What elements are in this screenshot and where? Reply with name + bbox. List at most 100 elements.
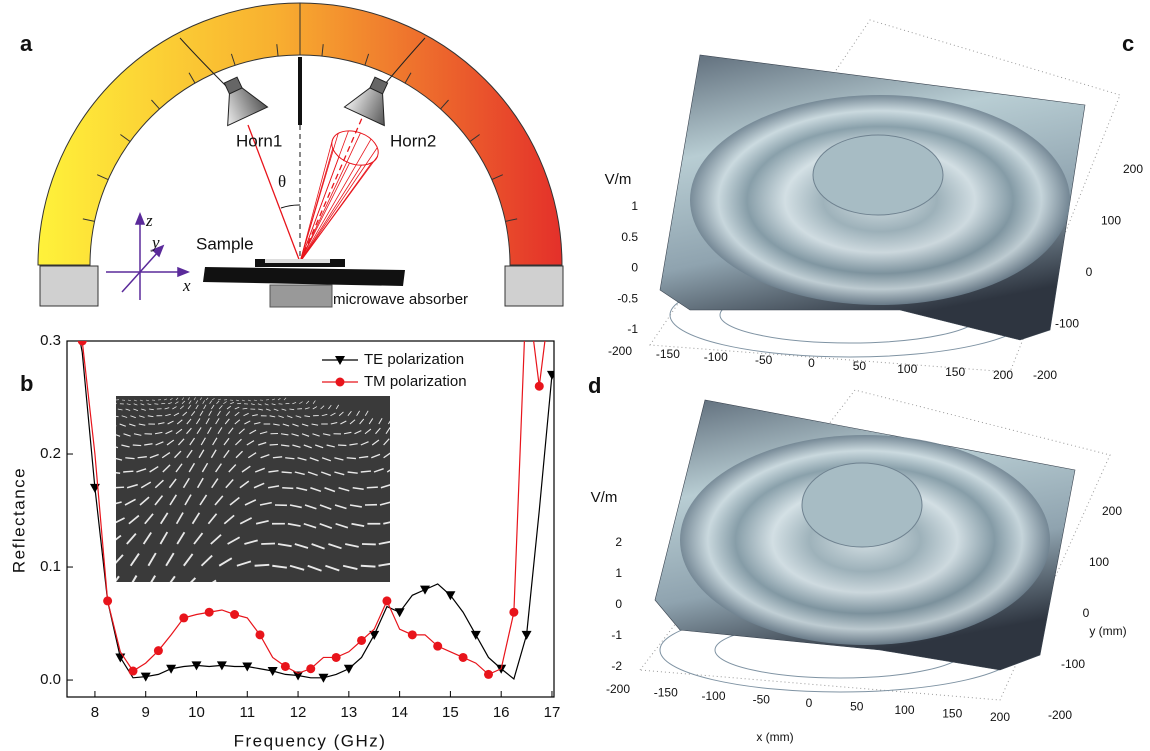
inset-dash [440, 495, 446, 505]
inset-dash [410, 497, 419, 505]
panel-label: c [1122, 31, 1134, 56]
inset-dash [406, 605, 420, 614]
x-tick-label: 12 [290, 704, 307, 721]
inset-dash [408, 450, 413, 458]
inset-dash [480, 466, 488, 472]
inset-dash [463, 513, 469, 524]
inset-dash [449, 554, 457, 566]
inset-dash [396, 538, 409, 544]
inset-dash [113, 600, 121, 614]
inset-dash [415, 515, 425, 523]
inset-dash [429, 534, 438, 544]
inset-dash [457, 451, 464, 458]
x-tick-label: -200 [608, 344, 632, 358]
x-tick-label: 50 [850, 700, 864, 714]
x-tick-label: 0 [808, 356, 815, 370]
marker [205, 608, 214, 617]
inset-dash [407, 427, 411, 433]
marker [154, 646, 163, 655]
inset-dash [250, 614, 266, 615]
inset-dash [601, 614, 617, 616]
inset-dash [445, 600, 455, 613]
y-tick-label: 0.1 [40, 558, 61, 575]
inset-dash [556, 584, 571, 589]
marker [382, 596, 391, 605]
inset-dash [485, 496, 493, 505]
inset-dash [526, 518, 538, 524]
marker [420, 586, 430, 595]
inset-dash [466, 479, 472, 488]
marker [332, 653, 341, 662]
inset-dash [445, 576, 454, 589]
inset-dash [484, 600, 492, 614]
x-axis-title: Frequency (GHz) [234, 731, 387, 750]
label: Sample [196, 234, 254, 253]
marker [306, 664, 315, 673]
cone-ray [300, 133, 360, 262]
marker [535, 382, 544, 391]
label: θ [278, 172, 286, 191]
inset-dash [431, 514, 439, 524]
z-tick-label: -0.5 [617, 291, 638, 305]
sample-top [265, 259, 330, 263]
inset-dash [123, 471, 133, 472]
inset-dash [191, 604, 205, 613]
inset-dash [523, 602, 534, 614]
x-tick-label: 200 [990, 710, 1010, 724]
inset-dash [511, 516, 521, 524]
inset-dash [110, 399, 113, 400]
inset-dash [395, 438, 400, 445]
inset-dash [594, 589, 609, 591]
inset-dash [113, 487, 124, 488]
x-tick-label: -50 [755, 353, 773, 367]
marker [230, 610, 239, 619]
marker [78, 337, 87, 346]
inset-dash [389, 583, 404, 589]
inset-dash [315, 589, 330, 594]
marker [357, 636, 366, 645]
label: z [145, 211, 153, 230]
inset-dash [418, 438, 422, 445]
surface-plot: d V/m x (mm) y (mm) 210-1-2-200-150-100-… [588, 373, 1127, 744]
inset-dash [110, 424, 116, 426]
inset-dash [597, 544, 610, 548]
diagram: a Horn1 Horn2 θ Sample microwave absorbe… [20, 3, 563, 308]
inset-dash [421, 450, 426, 458]
inset-dash [282, 488, 293, 489]
inset-dash [519, 578, 530, 589]
inset-dash [240, 587, 256, 589]
y-tick-label: 200 [1123, 162, 1143, 176]
inset-dash [562, 608, 577, 614]
cone-rim [327, 125, 383, 171]
inset-dash [412, 535, 423, 544]
label: x [182, 276, 191, 295]
x-tick-label: 150 [942, 707, 962, 721]
y-tick-label: 0 [1086, 265, 1093, 279]
inset-dash [513, 535, 523, 544]
marker [445, 591, 455, 600]
x-tick-label: -100 [704, 350, 728, 364]
inset-dash [626, 566, 640, 571]
inset-dash [445, 450, 450, 458]
inset-dash [414, 557, 426, 566]
z-tick-label: -2 [611, 659, 622, 673]
y-tick-label: 200 [1102, 504, 1122, 518]
y-tick-label: -100 [1055, 317, 1079, 331]
z-tick-label: -1 [611, 628, 622, 642]
marker [395, 608, 405, 617]
y-tick-label: -200 [1033, 368, 1057, 382]
z-axis-title: V/m [591, 489, 618, 506]
x-tick-label: 17 [544, 704, 561, 721]
inset-dash [640, 614, 656, 619]
inset-dash [480, 532, 487, 544]
inset-dash [451, 478, 457, 488]
inset-dash [538, 558, 551, 565]
inset-dash [367, 487, 378, 488]
inset-dash [397, 427, 401, 433]
cone-ray [300, 148, 377, 262]
inset-dash [270, 444, 278, 445]
marker [344, 665, 354, 674]
marker [166, 665, 176, 674]
x-axis-title: x (mm) [756, 730, 793, 744]
z-tick-label: -1 [627, 322, 638, 336]
